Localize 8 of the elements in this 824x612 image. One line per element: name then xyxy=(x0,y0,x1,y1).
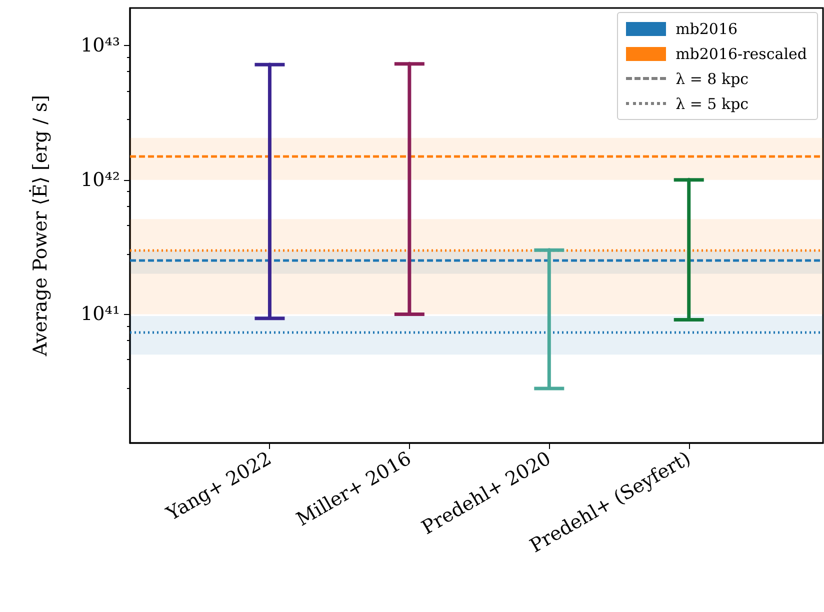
legend-label: mb2016 xyxy=(676,20,738,38)
annotation: λ = 5 kpc xyxy=(676,94,749,112)
annotation: λ = 8 kpc xyxy=(676,70,749,88)
y-tick-label: 10⁴³ xyxy=(80,34,120,56)
y-tick-label: 10⁴² xyxy=(80,168,120,191)
legend-label: mb2016-rescaled xyxy=(676,44,807,62)
y-tick-label: 10⁴¹ xyxy=(80,303,120,326)
y-axis-title: Average Power ⟨Ė⟩ [erg / s] xyxy=(28,94,52,358)
